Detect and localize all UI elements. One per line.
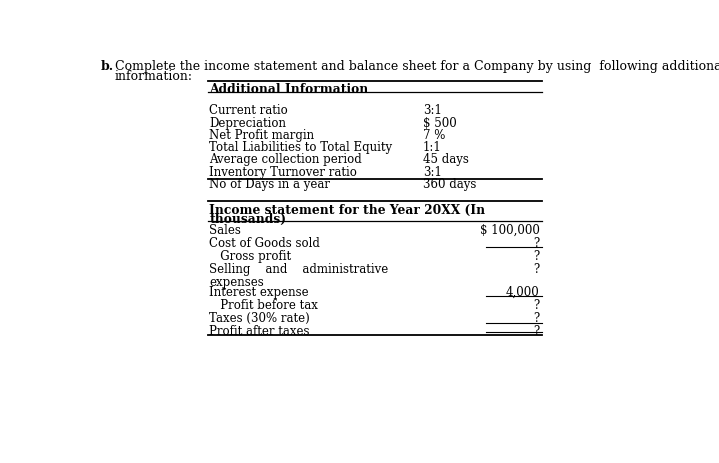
Text: 1:1: 1:1: [423, 141, 442, 154]
Text: Selling    and    administrative: Selling and administrative: [209, 262, 388, 275]
Text: ?: ?: [533, 298, 539, 311]
Text: ?: ?: [533, 325, 539, 338]
Text: 3:1: 3:1: [423, 165, 442, 178]
Text: ?: ?: [533, 312, 539, 325]
Text: ?: ?: [533, 262, 539, 275]
Text: Current ratio: Current ratio: [209, 104, 288, 117]
Text: No of Days in a year: No of Days in a year: [209, 178, 330, 191]
Text: Profit before tax: Profit before tax: [209, 298, 318, 311]
Text: Interest expense: Interest expense: [209, 285, 309, 298]
Text: Complete the income statement and balance sheet for a Company by using  followin: Complete the income statement and balanc…: [114, 60, 719, 73]
Text: Net Profit margin: Net Profit margin: [209, 129, 314, 142]
Text: Gross profit: Gross profit: [209, 249, 291, 262]
Text: ?: ?: [533, 236, 539, 249]
Text: $ 100,000: $ 100,000: [480, 223, 539, 236]
Text: 7 %: 7 %: [423, 129, 446, 142]
Text: Additional Information: Additional Information: [209, 83, 368, 96]
Text: 360 days: 360 days: [423, 178, 477, 191]
Text: 3:1: 3:1: [423, 104, 442, 117]
Text: information:: information:: [114, 69, 193, 82]
Text: ?: ?: [533, 249, 539, 262]
Text: Sales: Sales: [209, 223, 241, 236]
Text: b.: b.: [101, 60, 114, 73]
Text: Depreciation: Depreciation: [209, 116, 286, 129]
Text: Profit after taxes: Profit after taxes: [209, 325, 310, 338]
Text: thousands): thousands): [209, 213, 286, 225]
Text: Income statement for the Year 20XX (In: Income statement for the Year 20XX (In: [209, 203, 485, 216]
Text: 45 days: 45 days: [423, 153, 469, 166]
Text: expenses: expenses: [209, 275, 264, 288]
Text: 4,000: 4,000: [505, 285, 539, 298]
Text: Inventory Turnover ratio: Inventory Turnover ratio: [209, 165, 357, 178]
Text: $ 500: $ 500: [423, 116, 457, 129]
Text: Total Liabilities to Total Equity: Total Liabilities to Total Equity: [209, 141, 393, 154]
Text: Average collection period: Average collection period: [209, 153, 362, 166]
Text: Taxes (30% rate): Taxes (30% rate): [209, 312, 310, 325]
Text: Cost of Goods sold: Cost of Goods sold: [209, 236, 320, 249]
